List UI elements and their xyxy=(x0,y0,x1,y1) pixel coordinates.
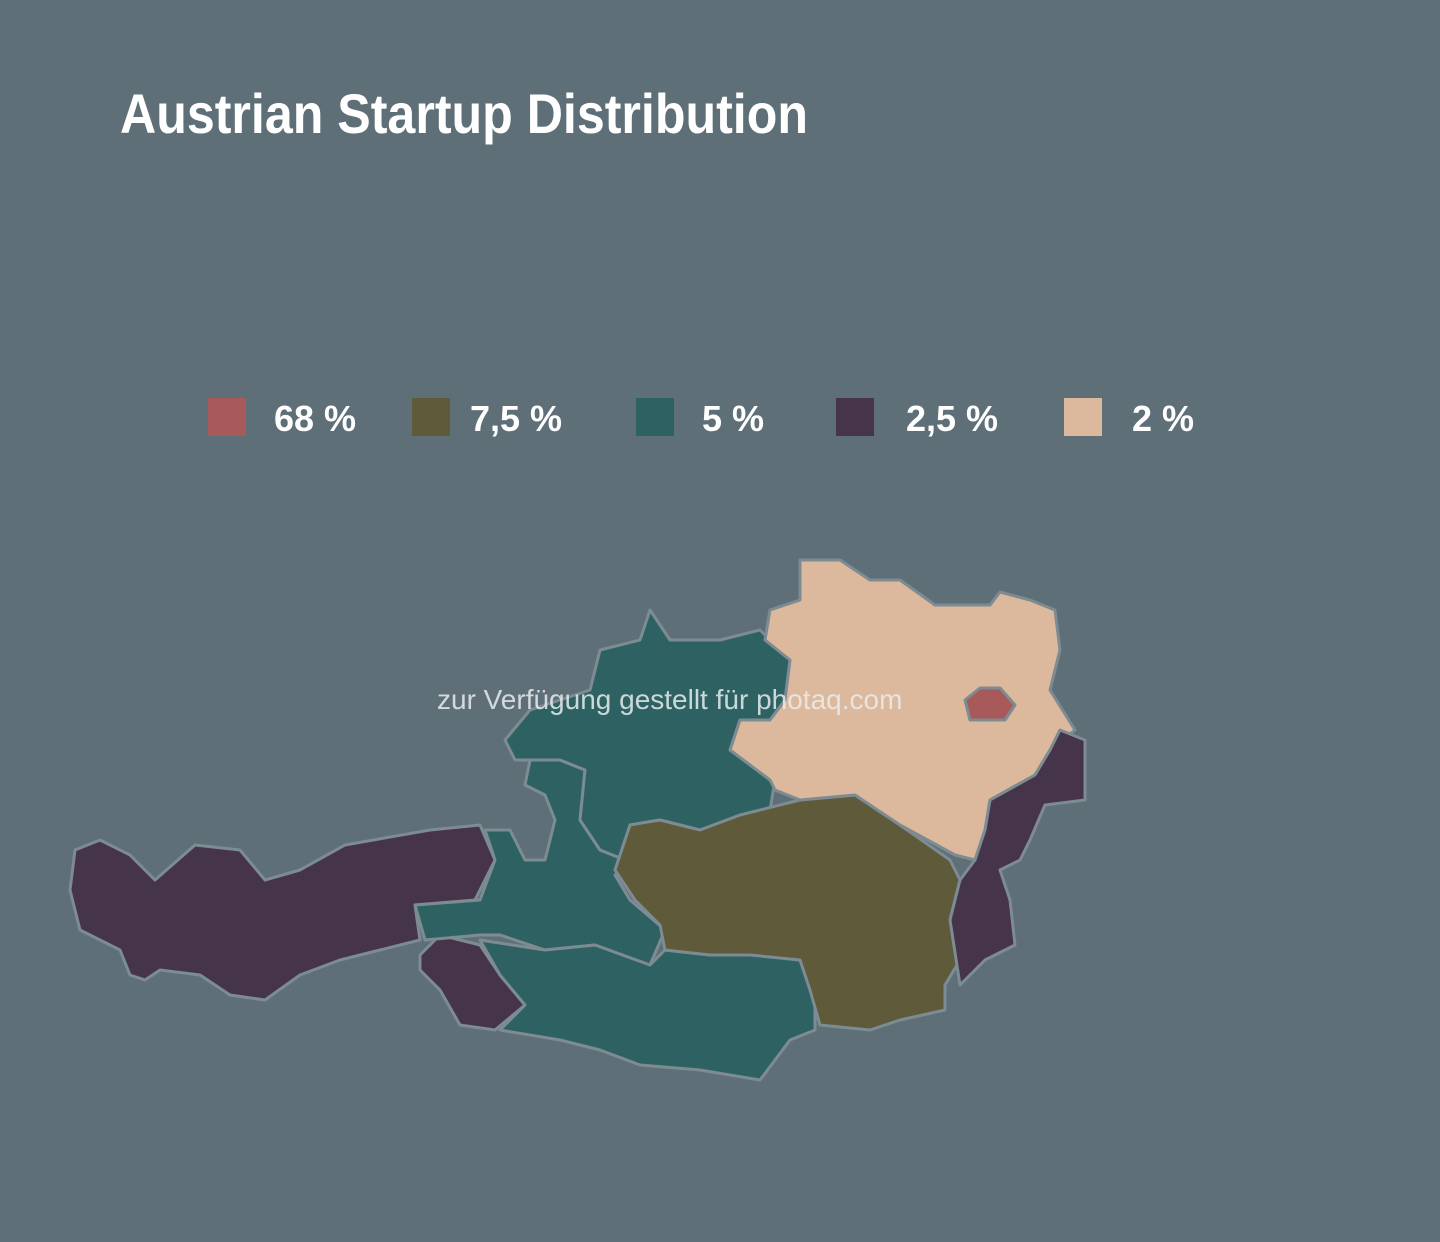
legend-label: 2,5 % xyxy=(906,398,998,439)
region xyxy=(963,686,1017,722)
region xyxy=(68,823,497,1002)
title: Austrian Startup Distribution xyxy=(120,82,808,145)
legend-swatch xyxy=(836,398,874,436)
legend-label: 68 % xyxy=(274,398,356,439)
legend-swatch xyxy=(412,398,450,436)
legend-label: 5 % xyxy=(702,398,764,439)
legend-label: 2 % xyxy=(1132,398,1194,439)
legend-swatch xyxy=(1064,398,1102,436)
region xyxy=(478,938,817,1082)
region xyxy=(613,793,962,1032)
region xyxy=(948,728,1087,987)
legend-swatch xyxy=(208,398,246,436)
legend-swatch xyxy=(636,398,674,436)
watermark: zur Verfügung gestellt für photaq.com xyxy=(437,684,902,715)
legend-label: 7,5 % xyxy=(470,398,562,439)
map xyxy=(68,558,1087,1082)
region xyxy=(418,933,527,1032)
